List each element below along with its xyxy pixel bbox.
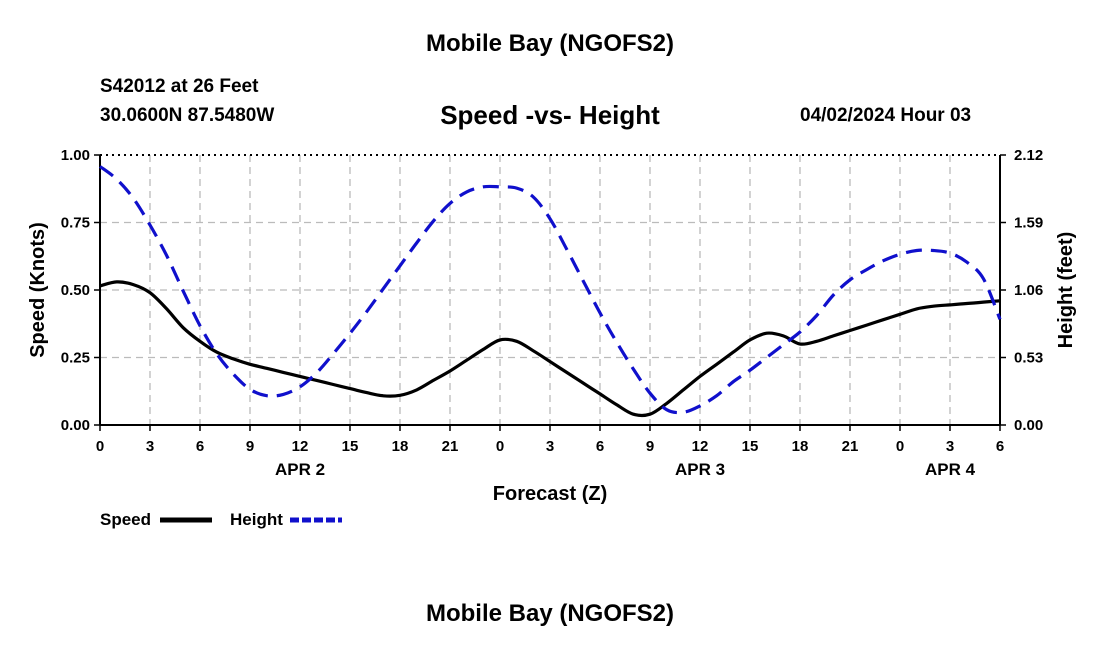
x-tick-label: 6: [196, 438, 204, 455]
x-tick-label: 3: [546, 438, 554, 455]
x-tick-label: 0: [496, 438, 504, 455]
x-tick-label: 3: [146, 438, 154, 455]
x-tick-label: 18: [392, 438, 409, 455]
x-tick-label: 0: [96, 438, 104, 455]
series-lines: [99, 165, 1002, 418]
x-axis-label: Forecast (Z): [493, 483, 607, 505]
x-tick-label: 12: [292, 438, 309, 455]
x-tick-label: 15: [342, 438, 359, 455]
station-coords: 30.0600N 87.5480W: [100, 105, 275, 126]
x-tick-label: 9: [246, 438, 254, 455]
chart-title: Speed -vs- Height: [440, 100, 660, 130]
y-left-tick-label: 0.75: [61, 215, 90, 232]
y-left-tick-label: 0.25: [61, 350, 90, 367]
x-tick-label: 21: [442, 438, 459, 455]
y-axis-right-label: Height (feet): [1055, 232, 1077, 349]
chart-grid: [100, 155, 1000, 425]
y-right-tick-label: 0.00: [1014, 417, 1043, 434]
y-right-tick-label: 0.53: [1014, 350, 1043, 367]
chart-legend: Speed Height: [100, 510, 342, 529]
date-label: APR 4: [925, 460, 976, 479]
series-line-height: [99, 165, 1002, 415]
x-tick-label: 12: [692, 438, 709, 455]
x-tick-label: 21: [842, 438, 859, 455]
x-tick-label: 18: [792, 438, 809, 455]
axis-ticks: 0 3 6 9 12 15 18 21 0 3 6 9 12 15 18 21 0 3 6 APR 2 APR 3 APR…: [61, 147, 1043, 479]
x-tick-label: 3: [946, 438, 954, 455]
footer-title: Mobile Bay (NGOFS2): [425, 600, 675, 627]
y-left-tick-label: 0.00: [61, 417, 90, 434]
date-label: APR 2: [275, 460, 325, 479]
forecast-datetime: 04/02/2024 Hour 03: [800, 105, 972, 126]
y-axis-left-label: Speed (Knots): [27, 222, 49, 358]
legend-speed-label: Speed: [100, 510, 151, 529]
y-right-tick-label: 1.06: [1014, 282, 1043, 299]
main-title: Mobile Bay (NGOFS2): [425, 30, 675, 57]
x-tick-label: 9: [646, 438, 654, 455]
y-right-tick-label: 2.12: [1014, 147, 1043, 164]
x-tick-label: 6: [996, 438, 1004, 455]
x-tick-label: 6: [596, 438, 604, 455]
series-line-speed: [99, 280, 1001, 418]
date-label: APR 3: [675, 460, 725, 479]
y-left-tick-label: 1.00: [61, 147, 90, 164]
x-tick-label: 15: [742, 438, 759, 455]
y-left-tick-label: 0.50: [61, 282, 90, 299]
y-right-tick-label: 1.59: [1014, 215, 1043, 232]
legend-height-label: Height: [230, 510, 283, 529]
speed-height-chart: 0 3 6 9 12 15 18 21 0 3 6 9 12 15 18 21 0 3 6 APR 2 APR 3 APR…: [27, 147, 1077, 529]
x-tick-label: 0: [896, 438, 904, 455]
station-name: S42012 at 26 Feet: [100, 76, 259, 97]
